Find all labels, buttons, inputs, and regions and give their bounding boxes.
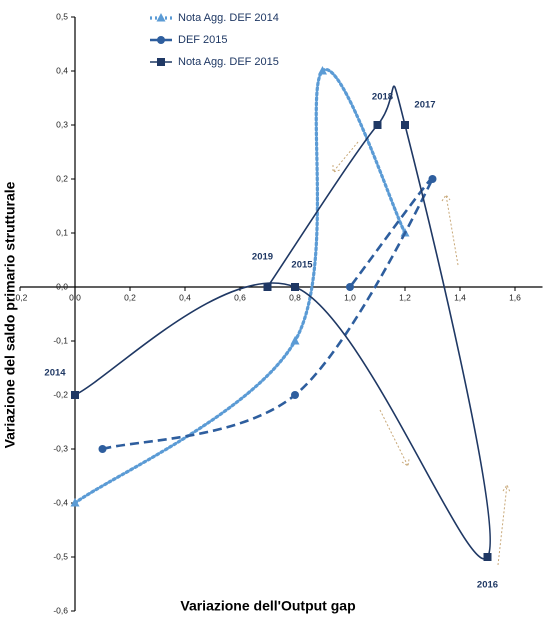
point bbox=[290, 336, 300, 345]
x-tick-label: 1,4 bbox=[454, 292, 466, 302]
y-tick-label: 0,1 bbox=[56, 227, 68, 237]
y-tick-label: -0,6 bbox=[53, 605, 68, 615]
y-axis-title: Variazione del saldo primario struttural… bbox=[2, 181, 18, 448]
y-tick-label: 0,3 bbox=[56, 119, 68, 129]
arrowhead bbox=[441, 194, 451, 202]
y-tick-label: -0,3 bbox=[53, 443, 68, 453]
series-line bbox=[74, 85, 491, 560]
x-tick-label: 1,6 bbox=[509, 292, 521, 302]
arrow bbox=[497, 484, 508, 566]
y-tick-label: 0,5 bbox=[56, 11, 68, 21]
legend-item: Nota Agg. DEF 2015 bbox=[150, 56, 279, 68]
y-tick-label: 0,0 bbox=[56, 281, 68, 291]
point-label: 2018 bbox=[372, 92, 393, 103]
point bbox=[70, 498, 80, 507]
x-tick-label: 0,4 bbox=[179, 292, 191, 302]
arrow bbox=[445, 194, 459, 266]
x-tick-label: 1,0 bbox=[344, 292, 356, 302]
x-tick-label: 1,2 bbox=[399, 292, 411, 302]
series bbox=[98, 175, 437, 453]
legend-label: Nota Agg. DEF 2015 bbox=[178, 56, 279, 68]
legend-label: DEF 2015 bbox=[178, 34, 228, 46]
legend-marker bbox=[156, 13, 166, 22]
legend-marker bbox=[157, 58, 165, 66]
point-label: 2015 bbox=[291, 260, 313, 271]
arrow bbox=[379, 409, 409, 467]
point bbox=[401, 121, 409, 129]
point-label: 2016 bbox=[477, 580, 498, 591]
point bbox=[291, 283, 299, 291]
y-tick-label: -0,4 bbox=[53, 497, 68, 507]
x-tick-label: 0,6 bbox=[234, 292, 246, 302]
y-tick-label: -0,1 bbox=[53, 335, 68, 345]
arrowhead bbox=[502, 483, 511, 493]
point-label: 2014 bbox=[44, 368, 66, 379]
x-axis-title: Variazione dell'Output gap bbox=[180, 598, 355, 614]
point bbox=[71, 391, 79, 399]
point bbox=[263, 283, 272, 291]
point-label: 2019 bbox=[252, 252, 273, 263]
point bbox=[483, 553, 492, 561]
point bbox=[318, 66, 327, 75]
trend-arrows bbox=[332, 141, 511, 566]
point bbox=[428, 175, 437, 183]
series bbox=[70, 66, 410, 507]
x-tick-label: -0,2 bbox=[13, 292, 28, 302]
x-tick-label: 0,2 bbox=[124, 292, 136, 302]
legend-item: DEF 2015 bbox=[150, 34, 228, 46]
y-tick-label: -0,2 bbox=[53, 389, 68, 399]
point bbox=[346, 283, 354, 291]
y-tick-label: 0,4 bbox=[56, 65, 68, 75]
point-label: 2017 bbox=[414, 100, 435, 111]
legend-marker bbox=[157, 36, 165, 44]
x-tick-label: 0,8 bbox=[289, 292, 301, 302]
series: 2014 2015 2016 2017 2018 2019 bbox=[44, 85, 498, 591]
x-tick-label: 0,0 bbox=[69, 292, 81, 302]
series-line bbox=[102, 175, 435, 451]
series-line bbox=[73, 67, 407, 505]
point bbox=[291, 391, 299, 399]
y-tick-label: -0,5 bbox=[53, 551, 68, 561]
y-tick-label: 0,2 bbox=[56, 173, 68, 183]
point bbox=[373, 121, 382, 129]
legend-item: Nota Agg. DEF 2014 bbox=[150, 12, 279, 24]
point bbox=[98, 445, 107, 453]
arrow bbox=[332, 141, 359, 173]
legend-label: Nota Agg. DEF 2014 bbox=[178, 12, 279, 24]
